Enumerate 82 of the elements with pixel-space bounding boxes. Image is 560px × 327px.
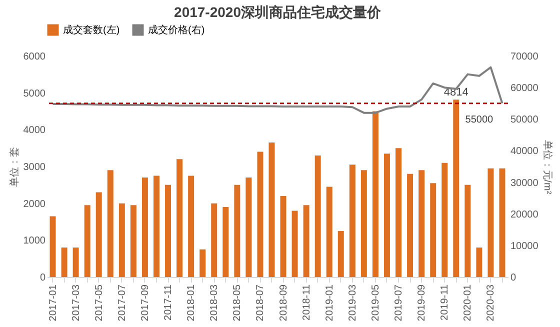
bar: [453, 100, 460, 277]
bar: [407, 174, 414, 277]
bar: [430, 183, 436, 277]
bar: [165, 184, 172, 277]
y2-tick-label: 70000: [510, 52, 539, 62]
x-tick-label: 2017-09: [140, 284, 151, 322]
bar: [176, 159, 183, 277]
bar: [268, 142, 275, 277]
legend-label: 成交价格(右): [148, 24, 205, 36]
bar: [326, 186, 332, 277]
line-series: [52, 66, 504, 114]
x-tick-label: 2017-11: [163, 284, 174, 320]
bar: [211, 203, 218, 277]
x-tick-label: 2017-07: [116, 284, 128, 322]
bar: [488, 168, 494, 277]
legend-label: 成交套数(左): [63, 24, 120, 36]
bar: [360, 170, 367, 277]
bar: [257, 152, 264, 277]
y2-tick-label: 0: [510, 272, 516, 284]
bar: [418, 170, 425, 277]
y2-tick-label: 10000: [510, 240, 539, 252]
bar: [372, 111, 378, 277]
y2-tick-label: 60000: [510, 83, 539, 94]
bar: [292, 210, 298, 277]
bar: [61, 248, 68, 277]
bar: [50, 216, 56, 277]
bar: [303, 205, 310, 277]
bar: [464, 184, 471, 277]
y-tick-label: 2000: [23, 198, 46, 210]
bar: [246, 178, 252, 277]
y-tick-label: 5000: [23, 88, 46, 100]
bar: [222, 207, 229, 277]
bar: [384, 154, 390, 277]
bar: [130, 205, 136, 277]
y-tick-label: 4000: [23, 125, 46, 136]
x-tick-label: 2017-05: [94, 284, 105, 322]
bar: [153, 176, 160, 277]
x-tick-label: 2019-05: [370, 284, 382, 322]
x-tick-label: 2018-11: [301, 284, 312, 320]
x-tick-label: 2017-01: [48, 284, 59, 322]
bar: [499, 168, 506, 277]
x-tick-label: 2019-07: [394, 284, 405, 322]
y-tick-label: 3000: [23, 162, 46, 173]
bar: [96, 192, 102, 277]
x-tick-label: 2019-03: [347, 284, 358, 322]
x-tick-label: 2018-09: [278, 284, 290, 322]
y-axis-title: 单位：套: [8, 147, 20, 187]
y-tick-label: 1000: [23, 236, 46, 247]
bar: [314, 155, 321, 277]
x-tick-label: 2019-09: [416, 284, 428, 322]
bar: [442, 162, 448, 277]
x-tick-label: 2017-03: [70, 284, 82, 322]
bar: [200, 249, 206, 277]
y2-tick-label: 40000: [510, 146, 539, 158]
y-tick-label: 6000: [23, 52, 46, 62]
y2-tick-label: 30000: [510, 178, 539, 189]
bar: [72, 248, 79, 277]
x-tick-label: 2019-01: [324, 284, 336, 322]
bar: [84, 205, 90, 277]
bar: [349, 164, 356, 277]
bar: [280, 196, 286, 277]
x-tick-label: 2018-03: [209, 284, 220, 322]
x-tick-label: 2018-01: [186, 284, 198, 322]
y-tick-label: 0: [40, 272, 46, 284]
bar: [338, 230, 344, 277]
ref-line-label: 55000: [465, 114, 494, 126]
bar: [142, 178, 148, 277]
bar: [396, 148, 402, 277]
y2-tick-label: 50000: [510, 114, 539, 126]
y2-tick-label: 20000: [510, 209, 539, 220]
x-tick-label: 2020-03: [486, 284, 497, 322]
chart-title: 2017-2020深圳商品住宅成交量价: [174, 4, 382, 20]
x-tick-label: 2018-07: [255, 284, 266, 322]
y2-axis-title: 单位：元/m²: [541, 140, 554, 195]
x-tick-label: 2020-01: [462, 284, 474, 322]
bar: [118, 203, 125, 277]
bar: [188, 176, 194, 277]
bar: [107, 170, 114, 277]
bar: [234, 184, 240, 277]
x-tick-label: 2019-11: [440, 284, 451, 320]
x-tick-label: 2018-05: [232, 284, 244, 322]
bar: [476, 248, 482, 277]
